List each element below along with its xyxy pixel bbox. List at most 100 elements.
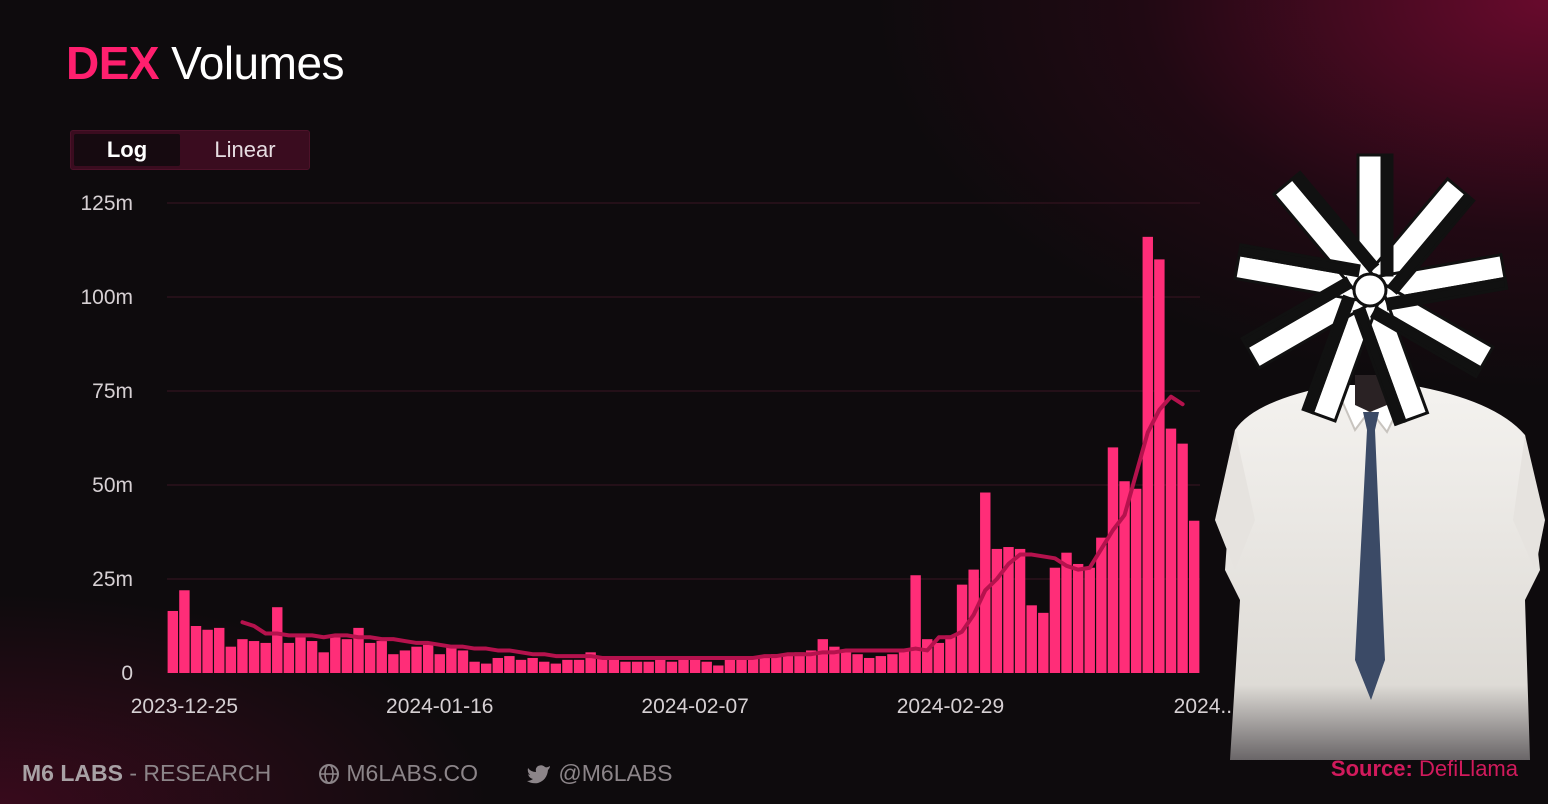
bar <box>1165 428 1177 673</box>
bar <box>631 661 643 673</box>
bar <box>701 661 712 673</box>
bar <box>1026 605 1037 673</box>
bar <box>968 569 979 673</box>
twitter-handle[interactable]: @M6LABS <box>558 760 673 786</box>
bar <box>330 637 341 673</box>
bar <box>666 661 678 673</box>
brand-separator: - <box>122 760 144 786</box>
bar <box>399 650 411 673</box>
y-tick-label: 125m <box>80 192 133 215</box>
x-tick-label: 2024-02-29 <box>897 695 1004 718</box>
source-label: Source: <box>1330 756 1413 781</box>
bar <box>272 607 283 673</box>
y-tick-label: 0 <box>121 662 133 685</box>
scale-toggle: Log Linear <box>70 130 310 170</box>
bar <box>736 657 747 673</box>
bar <box>167 610 179 673</box>
bar <box>1142 236 1153 673</box>
footer-website[interactable]: M6LABS.CO <box>318 760 478 787</box>
bar <box>1061 552 1072 673</box>
website-link[interactable]: M6LABS.CO <box>346 760 479 786</box>
bar <box>782 654 794 673</box>
bar <box>260 642 271 673</box>
bar <box>469 661 480 673</box>
bar <box>353 627 364 673</box>
y-axis-ticks: 0 25m 50m 75m 100m 125m <box>80 192 133 685</box>
bar <box>480 663 492 673</box>
bar <box>1119 481 1130 673</box>
bar <box>643 661 654 673</box>
bar <box>190 626 202 673</box>
bar <box>747 657 759 673</box>
x-tick-label: 2024-01-16 <box>386 695 493 718</box>
bar <box>620 661 631 673</box>
bar <box>1014 548 1026 673</box>
bar <box>539 661 550 673</box>
x-tick-label: 2024... <box>1174 695 1238 718</box>
bar <box>376 641 387 673</box>
moving-average <box>240 394 1185 660</box>
bar <box>852 654 863 673</box>
bar <box>225 646 237 673</box>
mascot-figure-icon <box>1215 153 1545 760</box>
bar <box>771 654 782 673</box>
bar <box>573 659 585 673</box>
bar <box>1096 537 1107 673</box>
bar <box>1107 447 1119 673</box>
brand-suffix: RESEARCH <box>143 760 272 786</box>
bar <box>597 657 608 673</box>
bar <box>283 642 295 673</box>
bar <box>840 652 852 673</box>
bar <box>724 659 736 673</box>
bars <box>167 236 1200 673</box>
x-tick-label: 2024-02-07 <box>641 695 748 718</box>
bar <box>318 652 329 673</box>
toggle-log-button[interactable]: Log <box>74 134 180 166</box>
bar <box>1038 612 1049 673</box>
bar <box>794 652 805 673</box>
bar <box>202 629 213 673</box>
x-tick-label: 2023-12-25 <box>131 695 238 718</box>
bar <box>933 642 945 673</box>
title-accent: DEX <box>66 37 160 89</box>
bar <box>945 635 956 673</box>
bar <box>817 639 828 673</box>
x-axis-ticks: 2023-12-25 2024-01-16 2024-02-07 2024-02-29… <box>131 695 1238 718</box>
bar <box>1049 567 1061 673</box>
bar <box>910 575 921 673</box>
bar <box>446 646 457 673</box>
bar <box>980 492 991 673</box>
bar <box>515 659 527 673</box>
bar <box>991 548 1003 673</box>
bar <box>864 657 875 673</box>
bar <box>655 659 666 673</box>
bar <box>875 656 887 673</box>
bar <box>1188 520 1200 673</box>
y-tick-label: 75m <box>92 380 133 403</box>
bar <box>1130 488 1142 673</box>
bar <box>306 641 318 673</box>
bar <box>364 642 376 673</box>
bar <box>689 657 701 673</box>
title-rest: Volumes <box>171 37 345 89</box>
bar <box>898 650 910 673</box>
bar <box>422 644 434 673</box>
source-credit: Source: DefiLlama <box>1331 756 1518 782</box>
bar <box>179 590 190 673</box>
bar <box>237 639 248 673</box>
footer-twitter[interactable]: @M6LABS <box>526 760 673 787</box>
bar <box>1177 443 1188 673</box>
bar <box>1154 259 1165 673</box>
toggle-linear-button[interactable]: Linear <box>214 137 276 162</box>
bar <box>829 646 840 673</box>
bar <box>341 639 353 673</box>
bar <box>411 646 422 673</box>
bar <box>585 652 596 673</box>
y-tick-label: 50m <box>92 474 133 497</box>
bar <box>550 663 562 673</box>
bar <box>562 659 573 673</box>
globe-icon <box>318 763 340 785</box>
y-tick-label: 25m <box>92 568 133 591</box>
bar <box>678 656 689 673</box>
